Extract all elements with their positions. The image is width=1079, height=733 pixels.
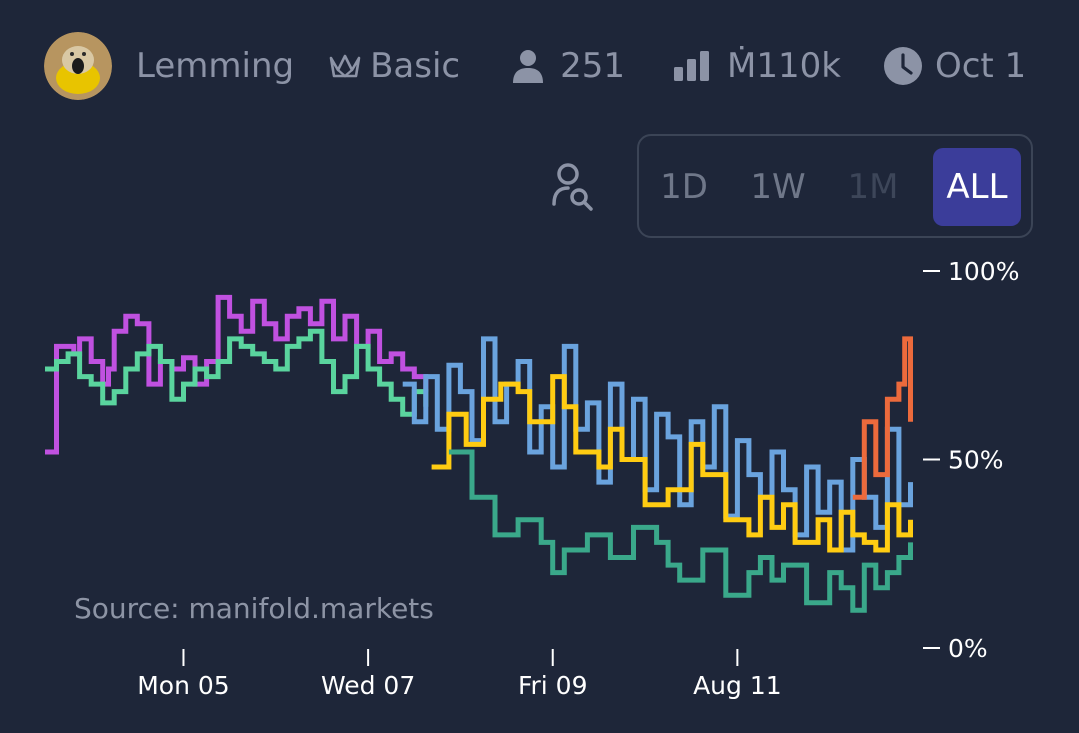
series-line-1 [45, 294, 429, 455]
volume-value: Ṁ110k [727, 46, 841, 86]
traders-count: 251 [512, 46, 625, 86]
source-credit: Source: manifold.markets [74, 592, 434, 625]
series-line-5 [448, 449, 913, 613]
probability-chart: 100% 50% 0% Mon 05 Wed 07 Fri 09 Aug 11 [45, 257, 1019, 700]
time-range-selector: 1D 1W 1M ALL [637, 134, 1033, 238]
range-1w-button[interactable]: 1W [750, 167, 806, 207]
range-1d-button[interactable]: 1D [660, 167, 708, 207]
y-tick-label: 0% [948, 634, 988, 663]
y-tick-label: 100% [948, 257, 1019, 286]
crown-icon [329, 54, 361, 78]
series-line-4 [431, 374, 913, 553]
range-1m-button: 1M [847, 167, 899, 207]
tier-label: Basic [370, 46, 461, 86]
volume-stat: Ṁ110k [673, 46, 841, 86]
series-layer [45, 294, 913, 613]
x-axis: Mon 05 Wed 07 Fri 09 Aug 11 [137, 649, 782, 700]
market-header: Lemming Basic 251 Ṁ110k Oct 1 [44, 30, 1039, 102]
x-tick-label: Wed 07 [321, 671, 415, 700]
clock-icon [883, 47, 922, 85]
close-date: Oct 1 [883, 46, 1026, 86]
series-line-2 [45, 328, 429, 417]
x-tick-label: Fri 09 [518, 671, 588, 700]
user-search-icon [552, 163, 593, 211]
range-all-button[interactable]: ALL [933, 148, 1021, 226]
avatar[interactable] [44, 32, 112, 100]
traders-value: 251 [560, 46, 626, 86]
bar-chart-icon [674, 51, 710, 81]
y-axis: 100% 50% 0% [923, 257, 1019, 663]
y-tick-label: 50% [948, 446, 1004, 475]
x-tick-label: Aug 11 [693, 671, 782, 700]
x-tick-label: Mon 05 [137, 671, 229, 700]
series-line-6 [852, 336, 913, 500]
close-date-value: Oct 1 [934, 46, 1027, 86]
tier-badge: Basic [328, 46, 460, 86]
series-line-3 [402, 336, 913, 553]
user-icon [513, 50, 544, 83]
creator-name[interactable]: Lemming [136, 46, 295, 86]
user-search-button[interactable] [548, 160, 600, 214]
